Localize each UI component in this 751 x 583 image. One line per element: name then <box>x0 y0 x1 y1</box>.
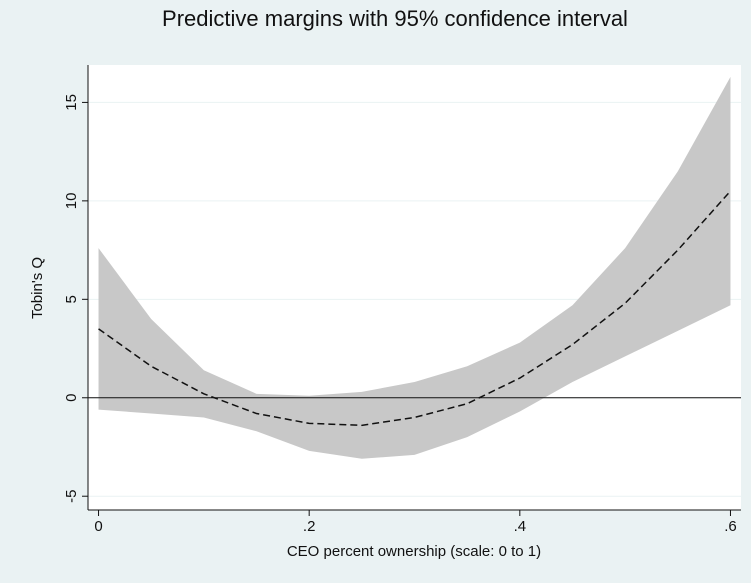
x-tick-label: .4 <box>514 518 527 535</box>
x-tick-label: 0 <box>94 518 102 535</box>
y-tick-label: 15 <box>63 94 80 111</box>
y-tick-label: 5 <box>63 295 80 303</box>
chart-title: Predictive margins with 95% confidence i… <box>162 6 628 31</box>
x-tick-label: .2 <box>303 518 316 535</box>
margin-line <box>98 190 732 427</box>
x-axis-label: CEO percent ownership (scale: 0 to 1) <box>287 543 541 560</box>
y-axis-label: Tobin's Q <box>29 257 46 319</box>
y-tick-label: -5 <box>63 490 80 503</box>
y-tick-label: 0 <box>63 394 80 402</box>
y-tick-label: 10 <box>63 193 80 210</box>
confidence-band <box>98 76 731 459</box>
x-tick-label: .6 <box>724 518 737 535</box>
